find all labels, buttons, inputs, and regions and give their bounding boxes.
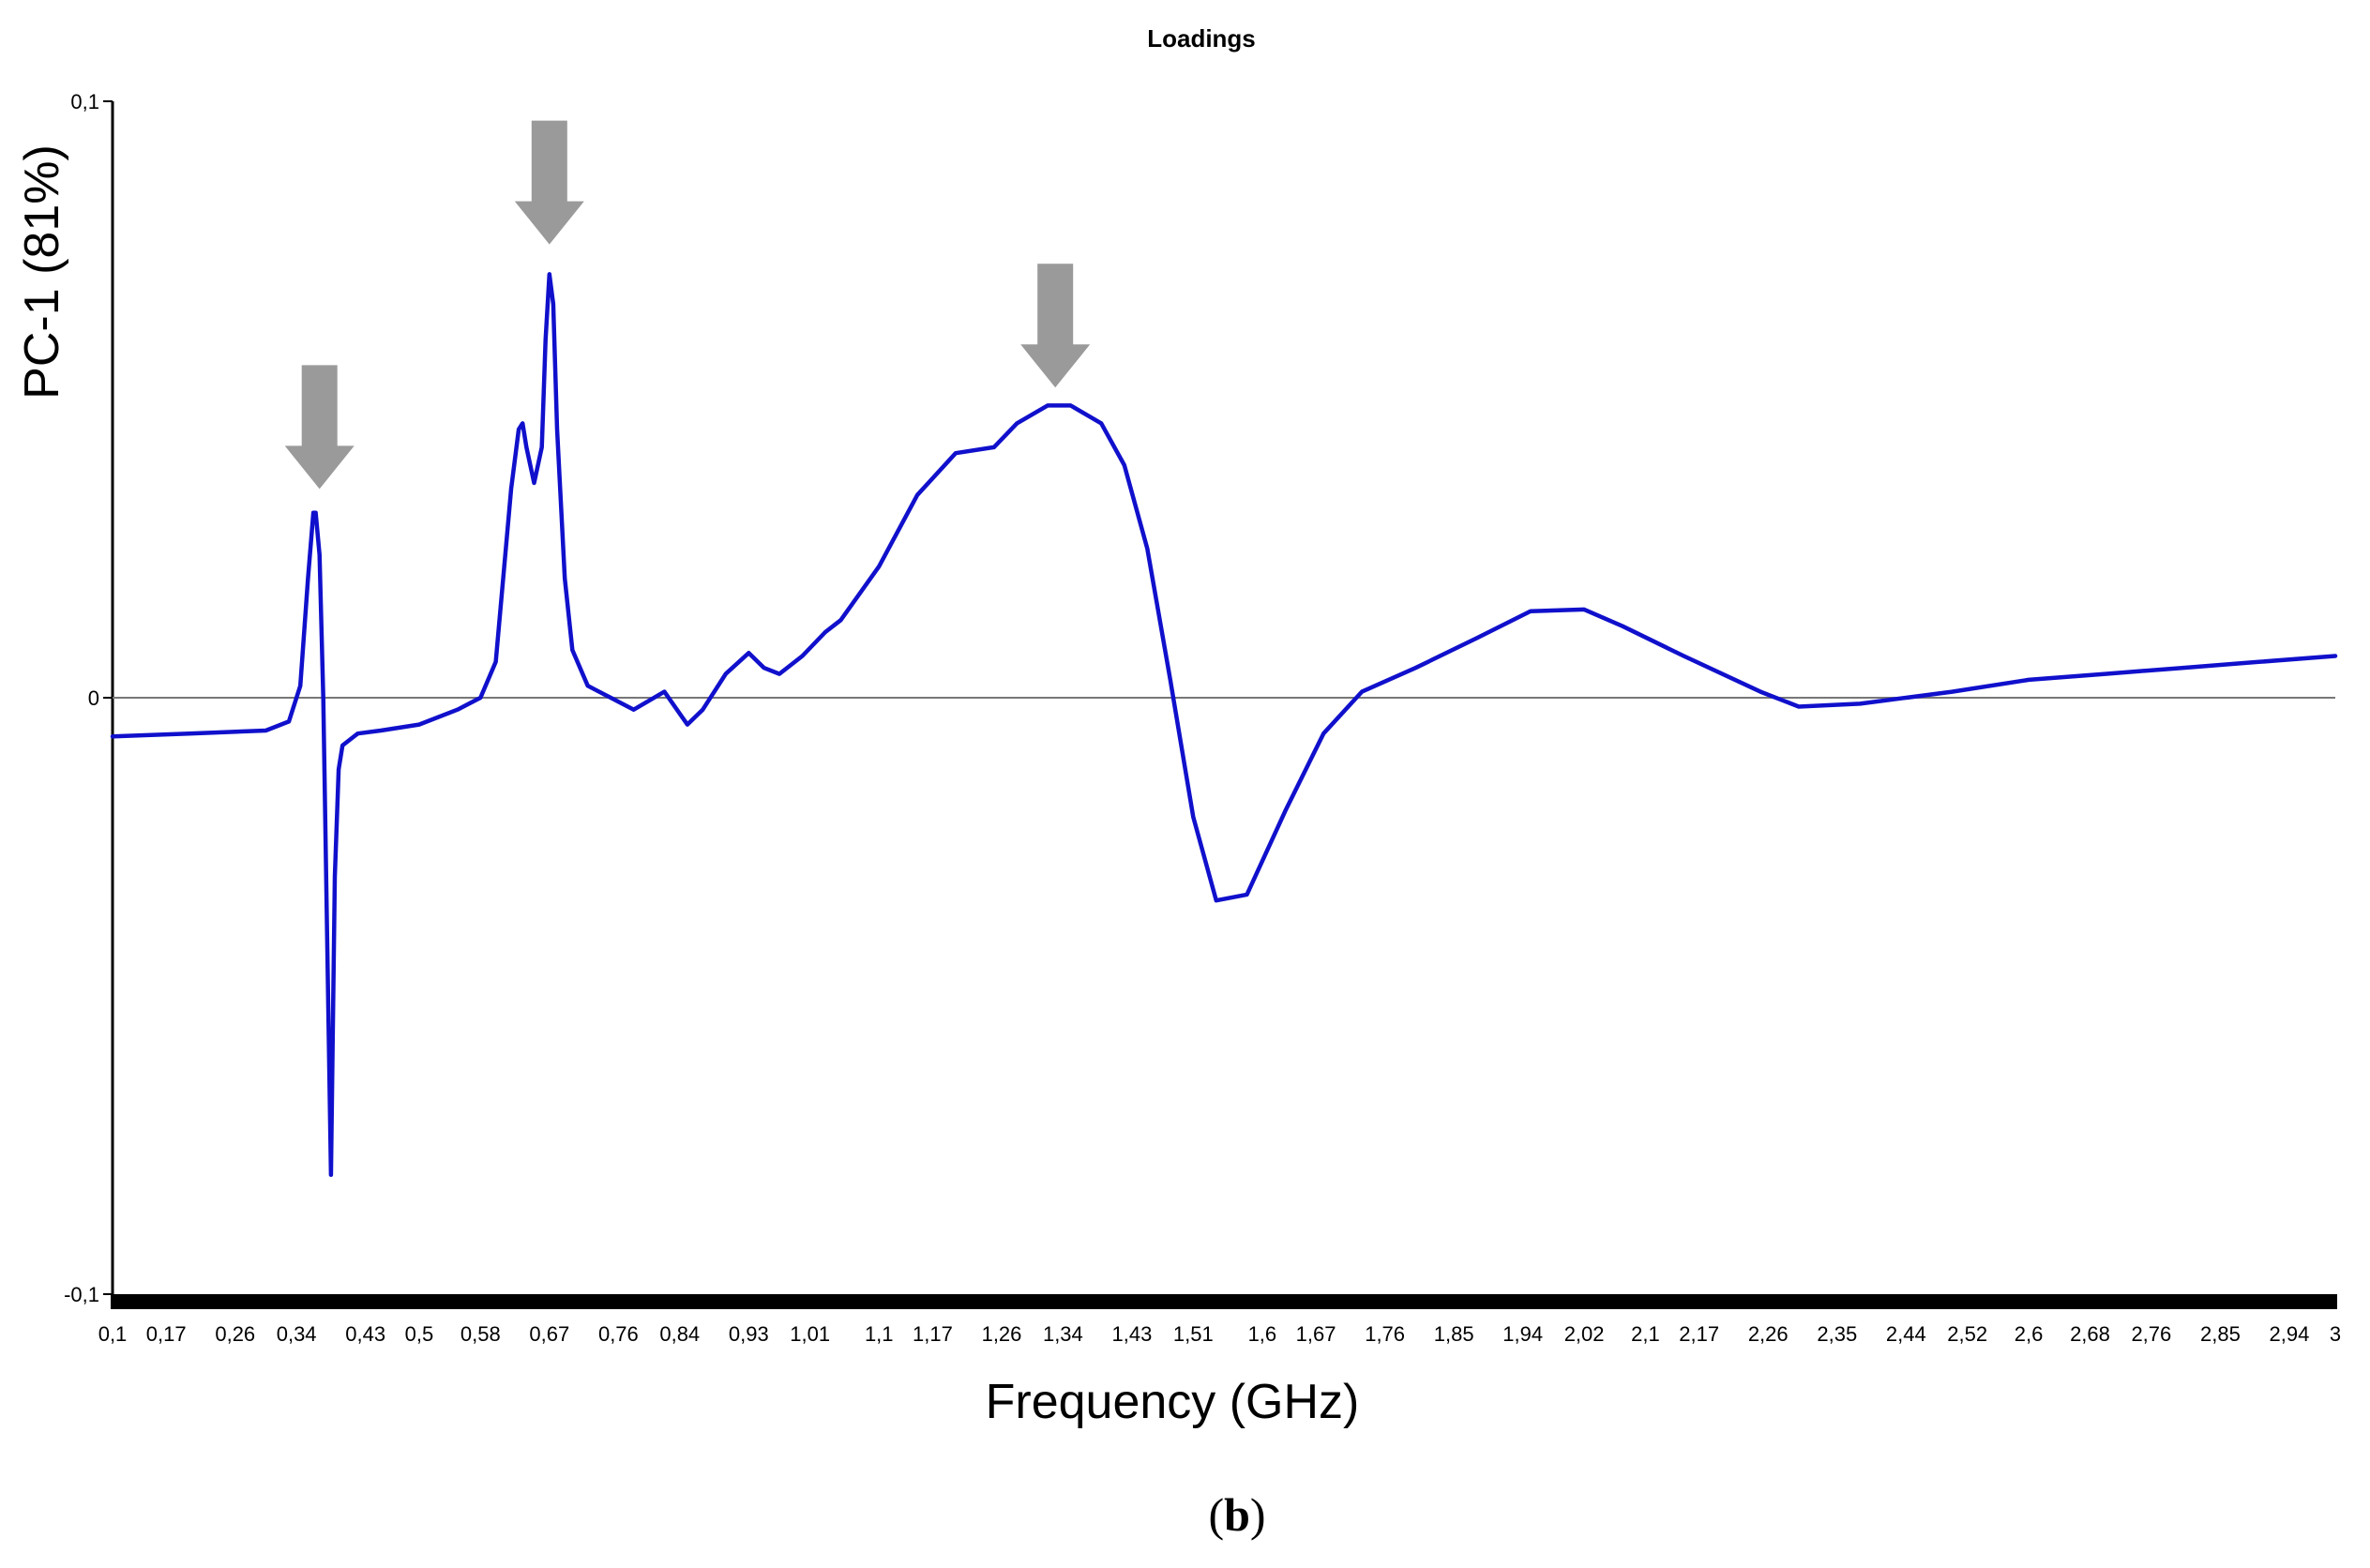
x-tick-label: 1,34 xyxy=(1043,1322,1083,1346)
x-axis-ticks: 0,1 0,17 0,26 0,34 0,43 0,5 0,58 0,67 0,76 0,84 0,… xyxy=(98,1322,2341,1346)
x-tick-label: 2,52 xyxy=(1947,1322,1987,1346)
panel-label-letter: b xyxy=(1224,1488,1250,1541)
series-line-pc1 xyxy=(110,272,2338,1178)
x-tick-label: 1,67 xyxy=(1296,1322,1336,1346)
panel-label-close: ) xyxy=(1250,1488,1266,1541)
x-tick-label: 0,5 xyxy=(405,1322,434,1346)
x-tick-label: 2,44 xyxy=(1886,1322,1926,1346)
peak-arrows xyxy=(284,120,1091,490)
x-tick-label: 2,17 xyxy=(1679,1322,1719,1346)
panel-label: (b) xyxy=(1208,1488,1265,1541)
chart-title: Loadings xyxy=(1147,24,1256,53)
x-axis-label: Frequency (GHz) xyxy=(986,1375,1360,1429)
x-tick-label: 2,85 xyxy=(2200,1322,2241,1346)
x-tick-label: 2,6 xyxy=(2015,1322,2044,1346)
x-tick-label: 0,43 xyxy=(345,1322,385,1346)
x-tick-label: 0,1 xyxy=(98,1322,128,1346)
x-tick-label: 0,26 xyxy=(215,1322,255,1346)
x-tick-label: 1,1 xyxy=(865,1322,894,1346)
x-tick-label: 2,02 xyxy=(1564,1322,1605,1346)
x-tick-label: 2,35 xyxy=(1817,1322,1857,1346)
peak-arrow xyxy=(514,120,584,245)
x-tick-label: 2,94 xyxy=(2270,1322,2310,1346)
x-tick-label: 2,1 xyxy=(1631,1322,1660,1346)
x-tick-label: 2,68 xyxy=(2070,1322,2110,1346)
x-tick-label: 1,17 xyxy=(913,1322,953,1346)
y-tick-label: -0,1 xyxy=(64,1283,99,1306)
x-tick-label: 1,94 xyxy=(1502,1322,1543,1346)
panel-label-open: ( xyxy=(1208,1488,1224,1541)
x-tick-label: 3 xyxy=(2330,1322,2341,1346)
x-tick-label: 1,26 xyxy=(982,1322,1022,1346)
x-tick-label: 1,76 xyxy=(1365,1322,1405,1346)
x-tick-label: 0,58 xyxy=(460,1322,501,1346)
y-tick-label: 0,1 xyxy=(70,90,99,113)
x-tick-label: 1,43 xyxy=(1112,1322,1153,1346)
x-tick-label: 0,34 xyxy=(277,1322,317,1346)
y-axis-ticks: 0,1 0 -0,1 xyxy=(64,90,113,1306)
x-tick-label: 1,01 xyxy=(790,1322,830,1346)
plot-area: 0,10-0,1 0,1 0,17 0,26 0,34 0,43 0,5 0,58 0,67 0… xyxy=(64,90,2341,1346)
x-tick-label: 1,51 xyxy=(1173,1322,1214,1346)
x-tick-label: 1,85 xyxy=(1434,1322,1474,1346)
x-tick-label: 0,17 xyxy=(146,1322,187,1346)
x-tick-label: 0,67 xyxy=(529,1322,569,1346)
x-tick-label: 0,84 xyxy=(659,1322,700,1346)
peak-arrow xyxy=(1020,264,1091,388)
peak-arrow xyxy=(284,365,355,490)
x-tick-label: 0,76 xyxy=(598,1322,639,1346)
y-tick-label: 0 xyxy=(88,686,99,710)
x-tick-label: 2,26 xyxy=(1748,1322,1789,1346)
x-tick-label: 0,93 xyxy=(729,1322,769,1346)
x-tick-label: 2,76 xyxy=(2131,1322,2171,1346)
y-axis-label: PC-1 (81%) xyxy=(15,144,69,400)
x-tick-label: 1,6 xyxy=(1248,1322,1277,1346)
x-axis-bar xyxy=(111,1294,2337,1309)
